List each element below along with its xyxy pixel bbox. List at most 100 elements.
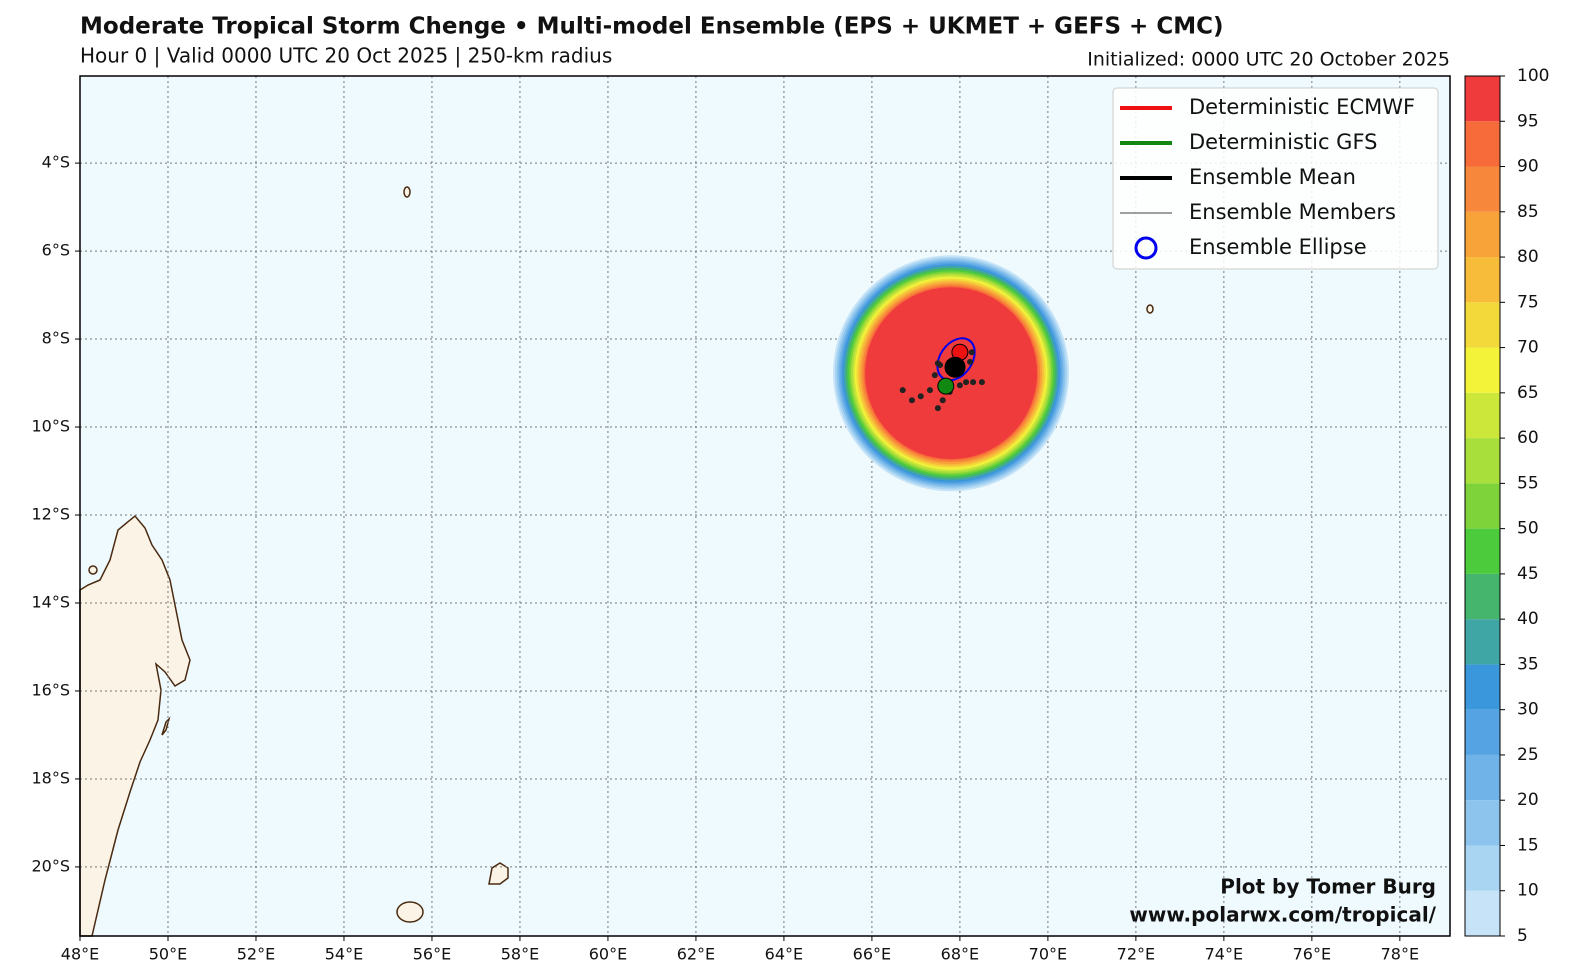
colorbar-label: 55 — [1517, 473, 1539, 493]
y-tick-label: 16°S — [31, 680, 70, 699]
legend-box — [1112, 87, 1439, 270]
colorbar-segment — [1465, 121, 1500, 167]
island — [88, 565, 98, 575]
y-tick-label: 12°S — [31, 505, 70, 524]
gfs-position — [937, 377, 955, 395]
colorbar-segment — [1465, 890, 1500, 936]
colorbar-segment — [1465, 392, 1500, 439]
x-tick-label: 62°E — [677, 945, 715, 964]
credit-url: www.polarwx.com/tropical/ — [1129, 903, 1436, 927]
x-tick-label: 66°E — [853, 945, 891, 964]
colorbar-label: 30 — [1517, 700, 1539, 720]
colorbar-label: 5 — [1517, 926, 1528, 946]
colorbar-label: 65 — [1517, 383, 1539, 403]
x-tick-label: 72°E — [1117, 945, 1155, 964]
y-tick-label: 10°S — [31, 417, 70, 436]
x-tick-label: 60°E — [589, 945, 627, 964]
colorbar-label: 25 — [1517, 745, 1539, 765]
colorbar-segment — [1465, 845, 1500, 891]
island — [396, 901, 424, 923]
colorbar-label: 80 — [1517, 247, 1539, 267]
legend-label: Ensemble Ellipse — [1189, 235, 1367, 259]
member-position — [934, 405, 941, 412]
colorbar-segment — [1465, 347, 1500, 393]
x-tick-label: 58°E — [501, 945, 539, 964]
x-tick-label: 56°E — [413, 945, 451, 964]
x-tick-label: 70°E — [1029, 945, 1067, 964]
member-position — [934, 360, 941, 367]
colorbar-segment — [1465, 211, 1500, 258]
colorbar-label: 95 — [1517, 111, 1539, 131]
ensemble-ellipse — [936, 337, 976, 382]
title: Moderate Tropical Storm Chenge • Multi-m… — [80, 14, 1224, 40]
member-position — [917, 393, 924, 400]
colorbar-segment — [1465, 709, 1500, 755]
x-tick-label: 78°E — [1381, 945, 1419, 964]
colorbar-segment — [1465, 528, 1500, 574]
member-position — [978, 379, 985, 386]
colorbar-label: 45 — [1517, 564, 1539, 584]
colorbar-label: 35 — [1517, 654, 1539, 674]
legend-label: Deterministic ECMWF — [1189, 95, 1415, 119]
member-position — [926, 387, 933, 394]
member-position — [931, 372, 938, 379]
island — [488, 862, 509, 885]
colorbar-segment — [1465, 573, 1500, 620]
island — [161, 716, 171, 736]
colorbar-label: 10 — [1517, 881, 1539, 901]
colorbar-label: 50 — [1517, 519, 1539, 539]
colorbar-segment — [1465, 257, 1500, 303]
x-tick-label: 54°E — [325, 945, 363, 964]
y-tick-label: 18°S — [31, 768, 70, 787]
x-tick-label: 68°E — [941, 945, 979, 964]
colorbar-label: 15 — [1517, 835, 1539, 855]
colorbar-segment — [1465, 800, 1500, 846]
mean-position — [944, 356, 966, 378]
credit: Plot by Tomer Burg — [1220, 875, 1436, 899]
land — [79, 186, 1154, 937]
y-tick-label: 6°S — [42, 241, 70, 260]
legend-label: Deterministic GFS — [1189, 130, 1378, 154]
colorbar-frame — [1464, 75, 1501, 937]
colorbar-label: 40 — [1517, 609, 1539, 629]
x-tick-label: 64°E — [765, 945, 803, 964]
island — [1146, 304, 1154, 314]
legend-label: Ensemble Members — [1189, 200, 1396, 224]
colorbar-segment — [1465, 754, 1500, 801]
colorbar-segment — [1465, 166, 1500, 212]
colorbar-label: 75 — [1517, 292, 1539, 312]
x-tick-label: 50°E — [149, 945, 187, 964]
y-tick-label: 14°S — [31, 592, 70, 611]
x-tick-label: 48°E — [61, 945, 99, 964]
legend-swatch — [1134, 236, 1158, 260]
map-frame — [79, 75, 1451, 937]
y-tick-label: 8°S — [42, 329, 70, 348]
member-position — [939, 397, 946, 404]
colorbar-segment — [1465, 76, 1500, 122]
legend-label: Ensemble Mean — [1189, 165, 1356, 189]
member-position — [956, 382, 963, 389]
y-tick-label: 4°S — [42, 153, 70, 172]
x-tick-label: 52°E — [237, 945, 275, 964]
colorbar-segment — [1465, 664, 1500, 710]
colorbar-label: 85 — [1517, 202, 1539, 222]
member-position — [899, 387, 906, 394]
y-tick-label: 20°S — [31, 856, 70, 875]
colorbar-label: 60 — [1517, 428, 1539, 448]
member-position — [970, 379, 977, 386]
madagascar — [79, 514, 191, 937]
island — [403, 186, 411, 198]
x-tick-label: 76°E — [1293, 945, 1331, 964]
member-position — [968, 349, 975, 356]
colorbar-segment — [1465, 302, 1500, 348]
colorbar-segment — [1465, 483, 1500, 529]
member-position — [908, 397, 915, 404]
member-position — [963, 379, 970, 386]
colorbar-label: 20 — [1517, 790, 1539, 810]
colorbar-label: 90 — [1517, 157, 1539, 177]
x-tick-label: 74°E — [1205, 945, 1243, 964]
colorbar-segment — [1465, 619, 1500, 665]
member-position — [967, 358, 974, 365]
colorbar-label: 100 — [1517, 66, 1549, 86]
